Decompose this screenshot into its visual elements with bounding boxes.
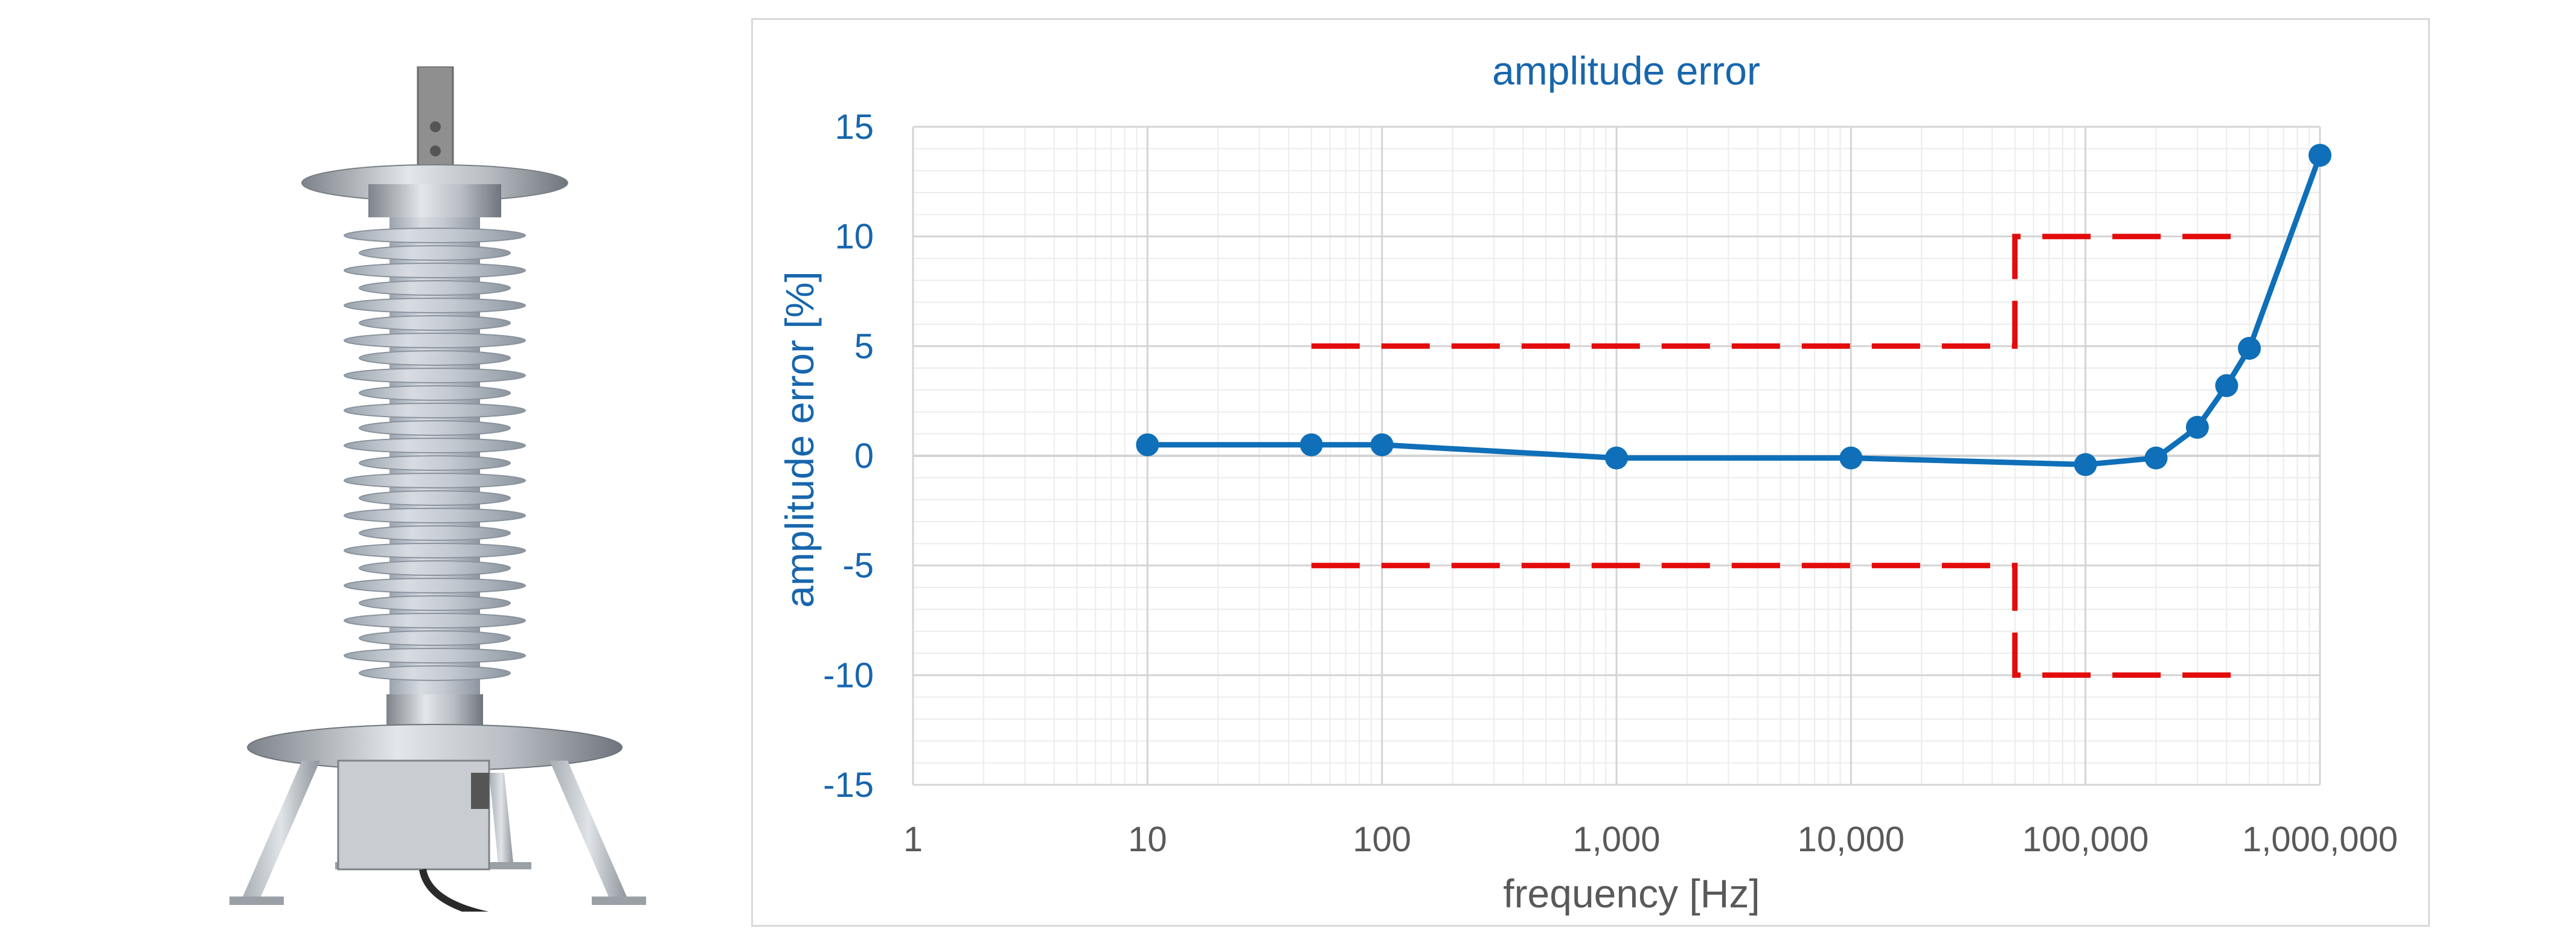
x-axis-title: frequency [Hz] [1503, 871, 1760, 916]
data-point-marker [2238, 336, 2261, 360]
amplitude-error-line [1147, 154, 2323, 467]
insulator-shed [344, 333, 526, 348]
insulator-shed [359, 420, 511, 436]
insulator-shed [344, 298, 526, 313]
insulator-shed [359, 630, 511, 646]
data-point-marker [1370, 433, 1394, 456]
insulator-shed [344, 543, 526, 558]
insulator-shed [359, 245, 511, 261]
insulator-sheds [344, 228, 526, 681]
voltage-divider-photo [229, 65, 761, 943]
x-tick-label: 10,000 [1798, 820, 1905, 859]
x-tick-label: 1,000,000 [2242, 820, 2398, 859]
y-tick-label: 5 [854, 327, 874, 366]
chart-title: amplitude error [1492, 48, 1760, 93]
y-tick-labels: 15 10 5 0 -5 -10 -15 [823, 107, 874, 805]
y-axis-title: amplitude error [%] [777, 271, 822, 608]
insulator-shed [359, 280, 511, 296]
insulator-shed [344, 508, 526, 523]
insulator-shed [344, 228, 526, 243]
insulator-shed [359, 385, 511, 401]
data-point-marker [2215, 374, 2238, 397]
x-tick-label: 100 [1353, 820, 1411, 859]
insulator-shed [344, 438, 526, 453]
data-point-marker [1299, 433, 1323, 456]
insulator-shed [359, 560, 511, 576]
insulator-shed [359, 595, 511, 611]
insulator-shed [344, 263, 526, 278]
y-tick-label: -10 [823, 656, 874, 695]
data-point-marker [2185, 415, 2209, 439]
insulator-shed [344, 368, 526, 383]
data-point-marker [1839, 446, 1863, 470]
data-point-marker [1605, 446, 1628, 470]
insulator-shed [359, 350, 511, 366]
x-tick-labels: 1 10 100 1,000 10,000 100,000 1,000,000 [903, 820, 2398, 859]
insulator-shed [359, 525, 511, 541]
x-tick-label: 100,000 [2022, 820, 2149, 859]
x-tick-label: 1,000 [1572, 820, 1660, 859]
tolerance-limit-line [1311, 234, 2250, 349]
y-tick-label: 0 [854, 436, 874, 476]
y-tick-label: -15 [823, 766, 874, 805]
insulator-shed [359, 315, 511, 331]
insulator-shed [344, 613, 526, 628]
insulator-shed [359, 455, 511, 471]
insulator-shed [344, 403, 526, 418]
tolerance-limit-line [1311, 563, 2250, 678]
insulator-shed [344, 473, 526, 488]
amplitude-error-chart: 15 10 5 0 -5 -10 -15 1 10 100 1,000 10,000 100,000 1… [751, 18, 2430, 927]
data-point-marker [1136, 433, 1159, 456]
data-point-marker [2144, 446, 2168, 470]
insulator-shed [344, 648, 526, 663]
y-tick-label: 10 [835, 217, 874, 257]
y-tick-label: -5 [842, 546, 874, 586]
y-tick-label: 15 [835, 107, 874, 147]
x-tick-label: 1 [903, 820, 923, 859]
insulator-shed [359, 665, 511, 681]
insulator-shed [344, 578, 526, 593]
x-tick-label: 10 [1128, 820, 1167, 859]
voltage-divider-drawing [229, 65, 749, 943]
insulator-shed [359, 490, 511, 506]
data-series [1136, 144, 2331, 476]
data-point-marker [2308, 144, 2331, 167]
data-point-marker [2074, 453, 2097, 476]
limit-lines [1311, 234, 2250, 678]
